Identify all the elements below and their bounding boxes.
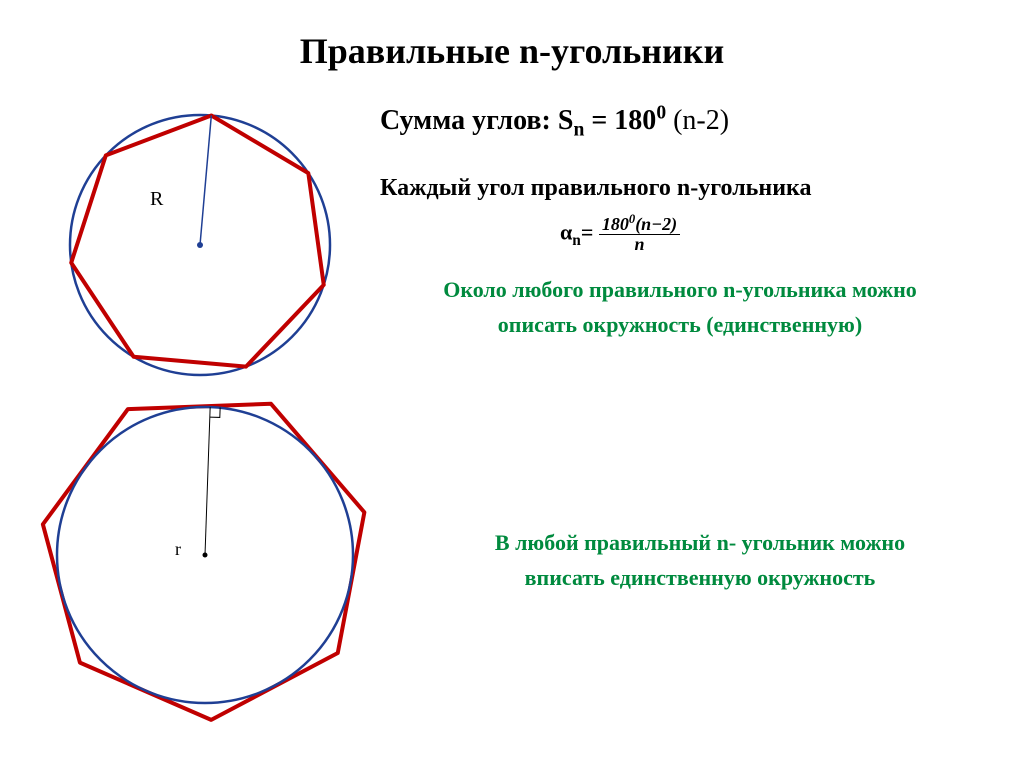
svg-text:r: r <box>175 539 181 559</box>
inscribe-line2: вписать единственную окружность <box>420 560 980 595</box>
sum-angles-line: Сумма углов: Sn = 1800 (n-2) <box>380 105 729 137</box>
circumscribe-text: Около любого правильного n-угольника мож… <box>370 272 990 342</box>
circumscribe-line1: Около любого правильного n-угольника мож… <box>370 272 990 307</box>
svg-text:R: R <box>150 188 164 210</box>
inscribe-line1: В любой правильный n- угольник можно <box>420 525 980 560</box>
sum-formula: Sn = 1800 (n-2) <box>558 105 729 136</box>
sum-label: Сумма углов: <box>380 105 551 136</box>
each-angle-heading: Каждый угол правильного n-угольника <box>380 175 812 202</box>
diagram-circumscribed: R <box>40 90 370 410</box>
inscribe-text: В любой правильный n- угольник можно впи… <box>420 525 980 595</box>
alpha-formula: αn= 1800(n−2) n <box>560 215 680 254</box>
page-title: Правильные n-угольники <box>0 30 1024 72</box>
diagram-inscribed: r <box>20 380 400 740</box>
circumscribe-line2: описать окружность (единственную) <box>370 307 990 342</box>
